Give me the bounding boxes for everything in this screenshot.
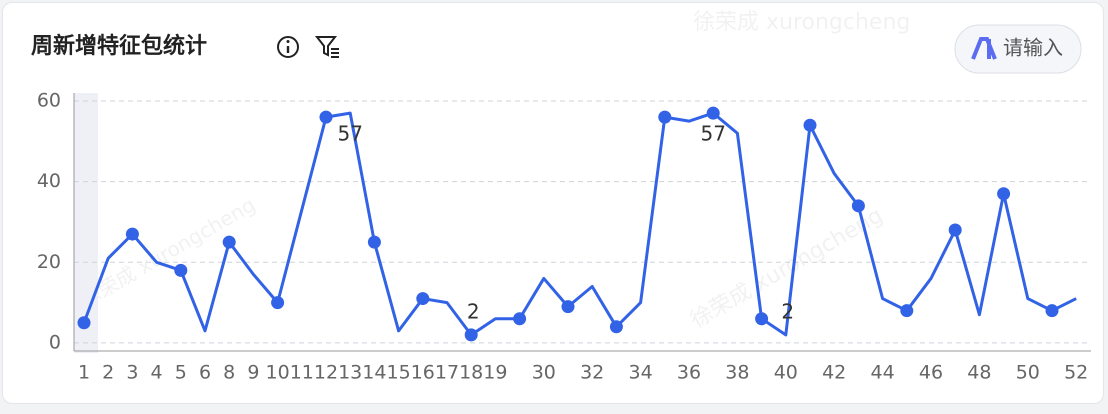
x-tick-label: 1	[78, 362, 90, 384]
point	[125, 227, 139, 241]
point	[948, 223, 962, 237]
point	[464, 328, 478, 342]
x-tick-label: 14	[362, 362, 386, 384]
x-tick-label: 4	[151, 362, 163, 384]
x-tick-label: 38	[725, 362, 749, 384]
chart: 周新增特征包统计 请输入 徐荣成 xurongcheng 徐荣成 xurongc…	[31, 10, 1091, 384]
x-tick-label: 11	[290, 362, 314, 384]
input-button[interactable]: 请输入	[954, 24, 1082, 74]
point	[851, 199, 865, 213]
watermark: 徐荣成 xurongcheng	[693, 10, 910, 35]
x-tick-label: 44	[871, 362, 895, 384]
watermark: 徐荣成 xurongcheng	[76, 193, 259, 313]
x-tick-label: 15	[387, 362, 411, 384]
x-tick-label: 32	[580, 362, 604, 384]
point	[367, 235, 381, 249]
x-tick-label: 17	[435, 362, 459, 384]
point	[609, 320, 623, 334]
x-tick-label: 12	[314, 362, 338, 384]
point	[271, 296, 285, 310]
data-label: 2	[467, 299, 480, 323]
point	[513, 312, 527, 326]
point	[319, 110, 333, 124]
x-tick-label: 19	[483, 362, 507, 384]
x-tick-label: 52	[1064, 362, 1088, 384]
line	[82, 111, 1077, 337]
y-tick-label: 0	[49, 331, 61, 353]
hover-band	[74, 93, 98, 353]
x-tick-label: 42	[822, 362, 846, 384]
x-tick-label: 36	[677, 362, 701, 384]
x-tick-label: 10	[266, 362, 290, 384]
x-tick-label: 5	[175, 362, 187, 384]
x-tick-label: 16	[411, 362, 435, 384]
input-placeholder: 请输入	[1003, 36, 1063, 60]
point	[416, 292, 430, 306]
x-tick-label: 48	[967, 362, 991, 384]
filter-icon[interactable]	[314, 36, 339, 58]
x-tick-label: 34	[629, 362, 653, 384]
x-tick-label: 2	[102, 362, 114, 384]
y-tick-label: 60	[37, 90, 61, 112]
point	[561, 300, 575, 314]
x-tick-label: 50	[1016, 362, 1040, 384]
x-tick-label: 3	[126, 362, 138, 384]
x-tick-label: 18	[459, 362, 483, 384]
data-label: 2	[781, 299, 794, 323]
card: 周新增特征包统计 请输入 徐荣成 xurongcheng 徐荣成 xurongc…	[2, 2, 1104, 404]
point	[997, 187, 1011, 201]
point	[755, 312, 769, 326]
point	[222, 235, 236, 249]
point	[174, 263, 188, 277]
point	[803, 118, 817, 132]
point	[1045, 304, 1059, 318]
data-label: 57	[337, 122, 362, 146]
x-tick-label: 9	[247, 362, 259, 384]
point	[77, 316, 91, 330]
y-tick-label: 20	[37, 251, 61, 273]
data-label: 57	[700, 122, 725, 146]
y-tick-label: 40	[37, 170, 61, 192]
x-tick-label: 13	[338, 362, 362, 384]
x-tick-label: 40	[774, 362, 798, 384]
x-tick-label: 30	[532, 362, 556, 384]
point	[900, 304, 914, 318]
point	[706, 106, 720, 120]
point	[658, 110, 672, 124]
chart-title: 周新增特征包统计	[31, 33, 207, 59]
x-tick-label: 46	[919, 362, 943, 384]
info-icon[interactable]	[277, 36, 299, 58]
x-tick-label: 8	[223, 362, 235, 384]
x-tick-label: 6	[199, 362, 211, 384]
